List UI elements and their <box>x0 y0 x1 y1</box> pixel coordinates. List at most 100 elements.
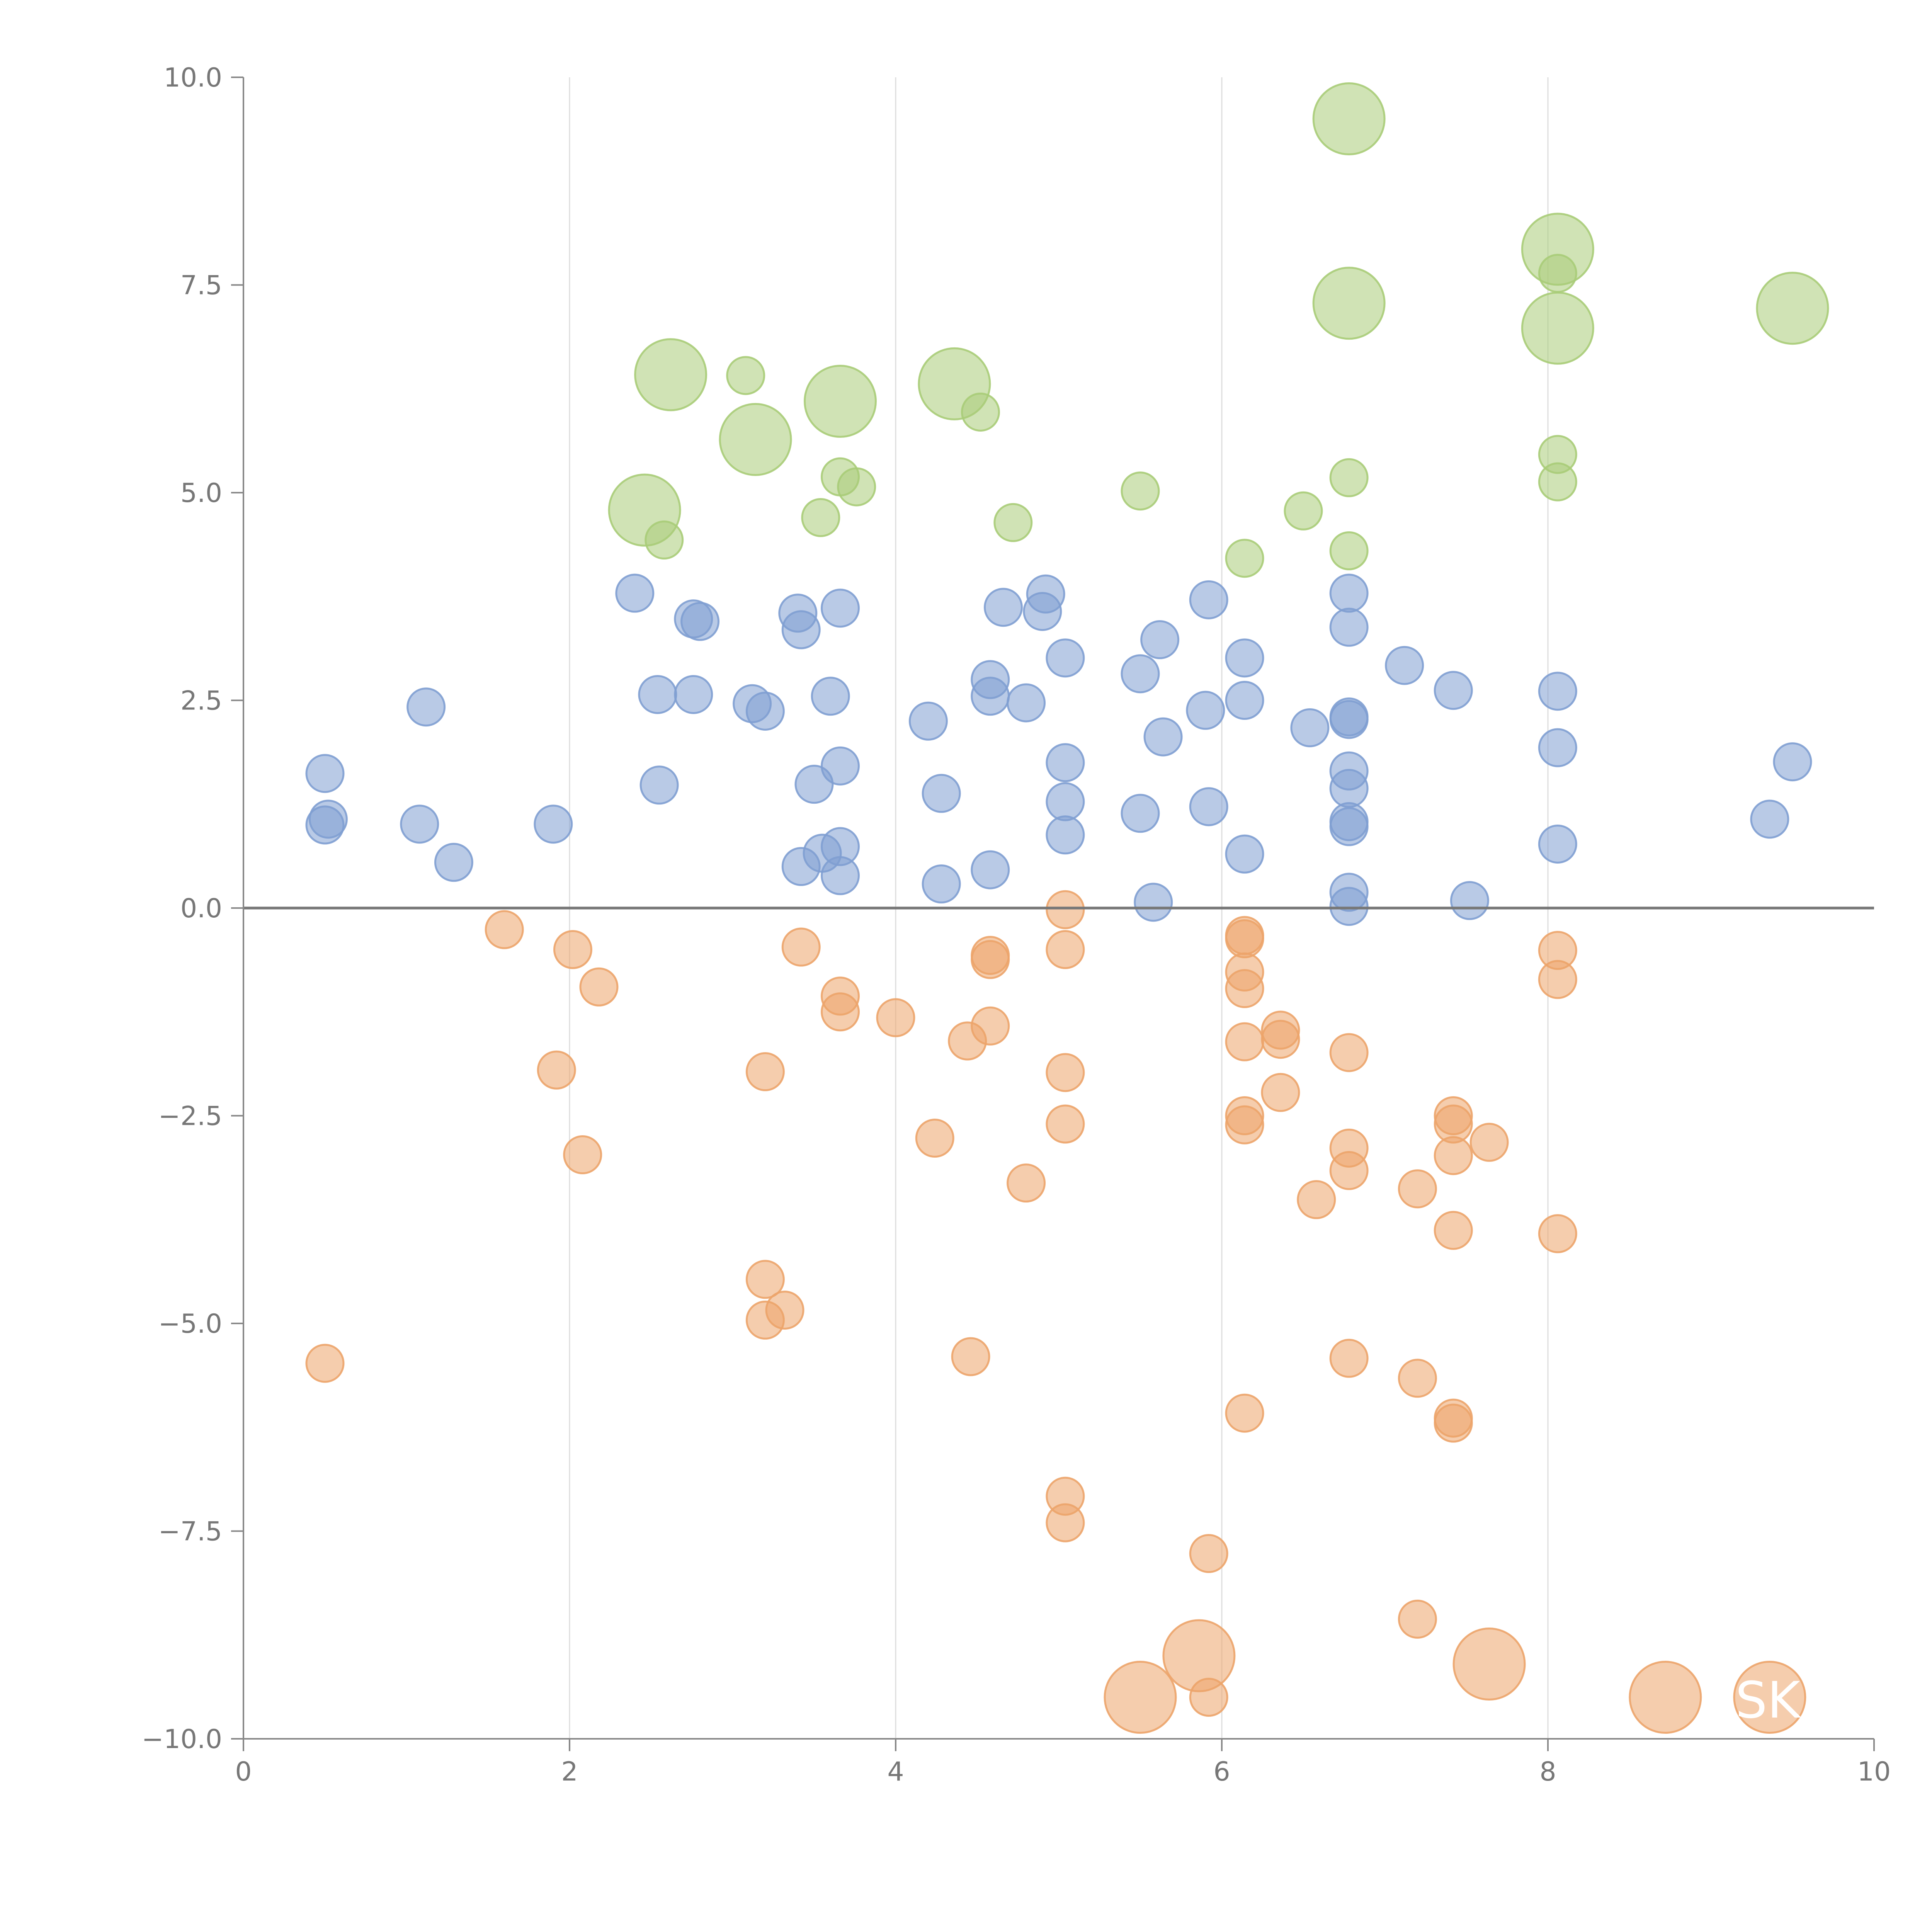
y-tick-label-5: 2.5 <box>180 686 222 716</box>
orange-bubble-30 <box>1225 919 1264 959</box>
orange-bubble-21 <box>1046 890 1085 929</box>
orange-bubble-44 <box>1329 1338 1369 1378</box>
orange-bubble-41 <box>1329 1033 1369 1072</box>
blue-bubble-61 <box>1385 646 1424 685</box>
green-bubble-15 <box>1312 82 1386 155</box>
green-bubble-1 <box>645 520 684 560</box>
green-bubble-14 <box>1284 491 1323 531</box>
orange-bubble-5 <box>563 1135 602 1175</box>
y-tick-label-8: 10.0 <box>164 63 222 93</box>
y-tick-label-4: 0.0 <box>180 893 222 924</box>
orange-bubble-47 <box>1398 1599 1437 1639</box>
orange-bubble-9 <box>765 1291 804 1330</box>
blue-bubble-67 <box>1750 799 1789 839</box>
blue-bubble-60 <box>1329 887 1369 926</box>
blue-bubble-21 <box>821 588 860 628</box>
blue-bubble-24 <box>821 856 860 895</box>
blue-bubble-38 <box>1046 815 1085 855</box>
orange-bubble-23 <box>1046 1053 1085 1092</box>
orange-bubble-18 <box>971 940 1010 979</box>
orange-bubble-33 <box>1225 1022 1264 1061</box>
orange-bubble-13 <box>876 998 915 1037</box>
blue-bubble-25 <box>908 701 948 741</box>
x-tick-label-1: 2 <box>561 1757 578 1787</box>
orange-bubble-61 <box>1629 1661 1702 1734</box>
y-tick-label-7: 7.5 <box>180 270 222 301</box>
blue-bubble-30 <box>971 850 1010 889</box>
blue-bubble-64 <box>1538 672 1577 711</box>
orange-bubble-59 <box>1162 1619 1236 1692</box>
orange-bubble-0 <box>305 1344 345 1383</box>
orange-bubble-7 <box>745 1260 785 1299</box>
y-tick-label-1: −7.5 <box>158 1517 222 1547</box>
axes: −10.0 −7.5 −5.0 −2.5 0.0 2.5 5.0 7.5 10.0 0 2 4 6 8 10 <box>142 63 1891 1787</box>
blue-bubble-58 <box>1329 807 1369 846</box>
blue-bubble-43 <box>1143 717 1183 757</box>
blue-bubble-41 <box>1134 883 1173 922</box>
orange-bubble-62 <box>1733 1661 1806 1734</box>
orange-bubble-32 <box>1225 969 1264 1009</box>
blue-bubble-42 <box>1140 620 1180 660</box>
blue-bubble-9 <box>639 765 679 805</box>
orange-bubble-51 <box>1434 1211 1473 1250</box>
blue-bubble-26 <box>922 774 961 813</box>
y-tick-label-2: −5.0 <box>158 1309 222 1339</box>
blue-bubble-20 <box>811 677 850 716</box>
blue-bubble-46 <box>1189 787 1228 827</box>
y-tick-label-6: 5.0 <box>180 478 222 509</box>
green-bubble-3 <box>726 356 765 395</box>
blue-bubble-37 <box>1046 782 1085 821</box>
orange-bubble-50 <box>1434 1136 1473 1175</box>
orange-bubble-54 <box>1469 1122 1509 1162</box>
blue-bubble-40 <box>1121 794 1160 833</box>
blue-bubble-47 <box>1225 638 1264 678</box>
green-bubble-18 <box>1329 531 1369 570</box>
x-tick-label-3: 6 <box>1213 1757 1230 1787</box>
blue-bubble-10 <box>674 675 713 714</box>
blue-bubble-31 <box>984 588 1023 627</box>
orange-bubble-10 <box>781 927 821 967</box>
blue-bubble-0 <box>305 754 345 793</box>
blue-bubble-2 <box>308 799 348 839</box>
orange-bubble-27 <box>1189 1534 1228 1573</box>
orange-bubble-4 <box>537 1050 576 1090</box>
orange-bubble-46 <box>1398 1359 1437 1398</box>
orange-bubble-38 <box>1261 1020 1300 1059</box>
orange-bubble-53 <box>1434 1403 1473 1443</box>
orange-bubble-6 <box>745 1052 785 1092</box>
green-bubble-2 <box>634 338 707 412</box>
blue-bubble-36 <box>1046 743 1085 782</box>
annotation-label: SK <box>1735 1671 1801 1730</box>
orange-bubble-16 <box>951 1337 990 1376</box>
orange-bubble-43 <box>1329 1151 1369 1190</box>
orange-bubble-24 <box>1046 1104 1085 1144</box>
blue-bubble-65 <box>1538 728 1577 767</box>
blue-bubble-62 <box>1434 671 1473 710</box>
blue-bubble-34 <box>1026 574 1065 614</box>
orange-bubble-12 <box>821 992 860 1032</box>
orange-bubble-35 <box>1225 1105 1264 1145</box>
green-bubble-23 <box>1538 462 1577 502</box>
blue-bubble-63 <box>1450 881 1489 920</box>
blue-bubble-32 <box>1007 683 1046 723</box>
green-bubble-24 <box>1756 272 1829 345</box>
blue-bubble-22 <box>821 746 860 786</box>
orange-bubble-26 <box>1046 1503 1085 1543</box>
x-tick-label-0: 0 <box>235 1757 252 1787</box>
orange-bubble-56 <box>1538 960 1577 999</box>
blue-bubble-48 <box>1225 681 1264 720</box>
blue-bubble-3 <box>400 804 439 844</box>
orange-bubble-58 <box>1104 1661 1177 1734</box>
bubbles <box>305 82 1829 1734</box>
blue-bubble-14 <box>745 691 785 731</box>
blue-bubble-45 <box>1189 580 1228 619</box>
blue-bubble-27 <box>922 864 961 904</box>
blue-bubble-5 <box>434 843 473 882</box>
green-bubble-5 <box>801 498 840 537</box>
green-bubble-17 <box>1329 458 1369 497</box>
blue-bubble-66 <box>1538 824 1577 864</box>
orange-bubble-20 <box>1007 1163 1046 1203</box>
overlay: SK <box>1735 1671 1801 1730</box>
orange-bubble-45 <box>1398 1169 1437 1209</box>
